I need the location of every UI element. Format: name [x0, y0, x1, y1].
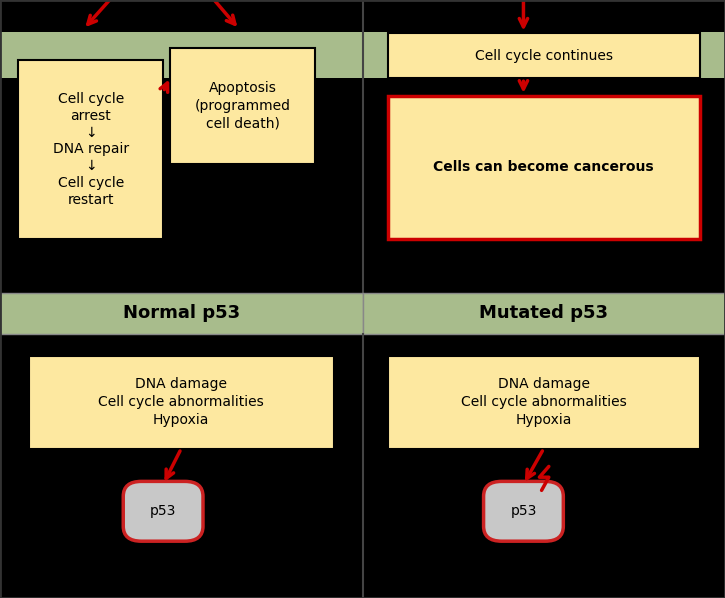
Text: Cells can become cancerous: Cells can become cancerous	[434, 160, 654, 175]
FancyBboxPatch shape	[484, 481, 563, 541]
FancyBboxPatch shape	[123, 481, 203, 541]
Text: p53: p53	[150, 504, 176, 518]
Text: Mutated p53: Mutated p53	[479, 304, 608, 322]
FancyBboxPatch shape	[0, 32, 725, 78]
FancyBboxPatch shape	[388, 96, 700, 239]
FancyBboxPatch shape	[29, 356, 334, 448]
Text: p53: p53	[510, 504, 536, 518]
FancyBboxPatch shape	[388, 356, 700, 448]
Text: Normal p53: Normal p53	[123, 304, 240, 322]
Text: Cell cycle
arrest
↓
DNA repair
↓
Cell cycle
restart: Cell cycle arrest ↓ DNA repair ↓ Cell cy…	[52, 92, 129, 207]
FancyBboxPatch shape	[388, 33, 700, 78]
Text: Cell cycle continues: Cell cycle continues	[475, 49, 613, 63]
Text: DNA damage
Cell cycle abnormalities
Hypoxia: DNA damage Cell cycle abnormalities Hypo…	[461, 377, 626, 427]
FancyBboxPatch shape	[0, 293, 362, 334]
FancyBboxPatch shape	[18, 60, 163, 239]
Text: DNA damage
Cell cycle abnormalities
Hypoxia: DNA damage Cell cycle abnormalities Hypo…	[99, 377, 264, 427]
FancyBboxPatch shape	[362, 293, 725, 334]
FancyBboxPatch shape	[170, 48, 315, 164]
Text: Apoptosis
(programmed
cell death): Apoptosis (programmed cell death)	[195, 81, 291, 131]
